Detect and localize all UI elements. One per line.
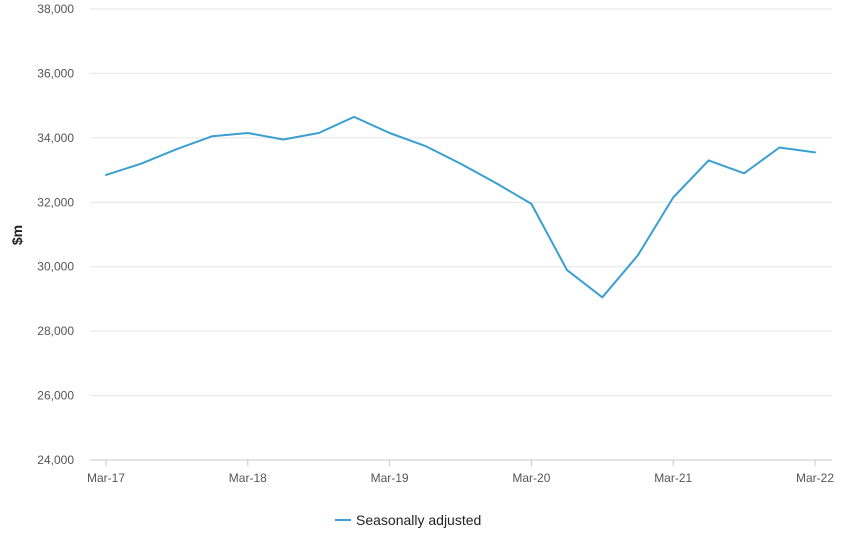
data-point[interactable] [458,161,463,166]
data-point[interactable] [387,131,392,136]
data-point[interactable] [245,131,250,136]
data-point[interactable] [104,172,109,177]
data-point[interactable] [813,150,818,155]
data-point[interactable] [564,267,569,272]
data-point[interactable] [742,171,747,176]
data-point[interactable] [671,195,676,200]
y-tick-label: 30,000 [37,260,74,274]
gridlines [90,8,832,461]
data-point[interactable] [174,147,179,152]
y-tick-label: 24,000 [37,453,74,467]
data-point[interactable] [316,131,321,136]
y-tick-label: 34,000 [37,131,74,145]
data-point[interactable] [281,137,286,142]
data-point[interactable] [706,158,711,163]
x-tick-label: Mar-22 [796,471,834,485]
data-point[interactable] [777,145,782,150]
data-point[interactable] [139,161,144,166]
data-point[interactable] [529,201,534,206]
data-point[interactable] [423,143,428,148]
y-axis-title: $m [9,225,25,245]
x-tick-label: Mar-20 [512,471,550,485]
series-layer [104,114,818,300]
data-point[interactable] [635,253,640,258]
x-tick-label: Mar-18 [229,471,267,485]
y-axis-ticks: 24,000 26,000 28,000 30,000 32,000 34,000 36,0… [37,2,74,467]
legend-label: Seasonally adjusted [356,512,481,528]
y-tick-label: 28,000 [37,324,74,338]
data-point[interactable] [493,180,498,185]
data-point[interactable] [600,295,605,300]
series-line[interactable] [105,115,816,299]
x-tick-label: Mar-21 [654,471,692,485]
legend[interactable]: Seasonally adjusted [335,512,481,528]
x-tick-label: Mar-17 [87,471,125,485]
y-tick-label: 32,000 [37,195,74,209]
x-tick-label: Mar-19 [371,471,409,485]
y-tick-label: 36,000 [37,66,74,80]
data-point[interactable] [352,114,357,119]
y-tick-label: 38,000 [37,2,74,16]
data-point[interactable] [210,134,215,139]
x-axis-ticks: Mar-17 Mar-18 Mar-19 Mar-20 Mar-21 Mar-22 [87,460,834,485]
y-tick-label: 26,000 [37,389,74,403]
